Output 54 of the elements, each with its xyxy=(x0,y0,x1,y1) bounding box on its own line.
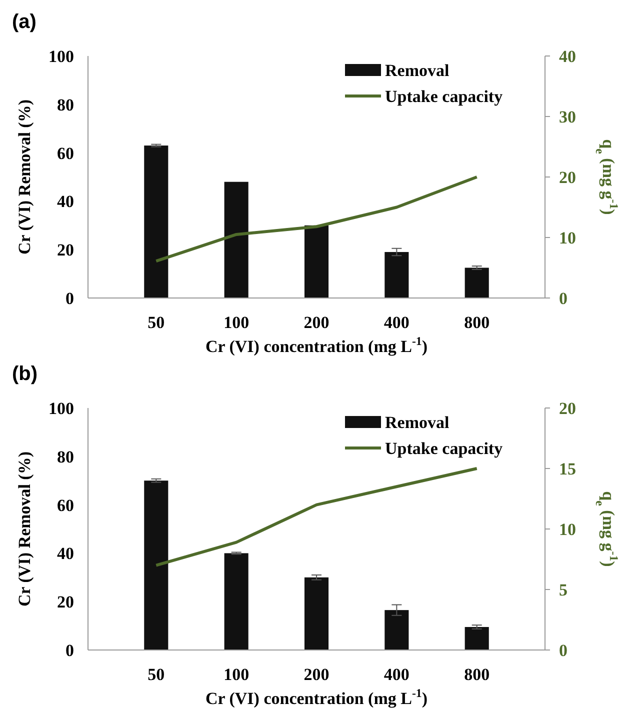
y2-tick-label: 0 xyxy=(559,640,568,660)
y2-tick-label: 15 xyxy=(559,459,576,478)
line-series xyxy=(154,467,478,567)
line-series xyxy=(154,176,478,263)
bar xyxy=(464,627,489,650)
y-tick-label: 40 xyxy=(57,544,74,564)
legend-label: Removal xyxy=(385,60,450,80)
x-tick-label: 50 xyxy=(148,665,165,684)
y2-tick-label: 10 xyxy=(559,520,576,539)
y-tick-label: 60 xyxy=(57,496,74,515)
bar xyxy=(384,252,409,298)
y-tick-label: 20 xyxy=(57,240,74,260)
y-tick-label: 80 xyxy=(57,95,74,114)
x-tick-label: 400 xyxy=(384,313,410,332)
y-axis-title: Cr (VI) Removal (%) xyxy=(15,451,34,607)
y-tick-label: 100 xyxy=(48,398,74,418)
x-tick-label: 800 xyxy=(464,665,490,684)
y-tick-label: 0 xyxy=(66,640,74,660)
y2-tick-label: 5 xyxy=(559,580,568,600)
bar xyxy=(224,182,248,298)
y2-tick-label: 20 xyxy=(559,398,576,418)
y2-tick-label: 10 xyxy=(559,228,576,248)
x-tick-label: 100 xyxy=(224,665,250,684)
chart-title: (b) xyxy=(12,363,38,385)
y-tick-label: 20 xyxy=(57,592,74,612)
chart-title: (a) xyxy=(12,11,36,33)
x-axis-title: Cr (VI) concentration (mg L$^{-1}$) xyxy=(205,686,428,708)
bar xyxy=(304,577,329,650)
x-tick-label: 400 xyxy=(384,665,410,684)
y-tick-label: 100 xyxy=(48,46,74,66)
x-tick-label: 200 xyxy=(304,313,330,332)
bar xyxy=(144,146,168,298)
y-axis-title: Cr (VI) Removal (%) xyxy=(15,99,34,255)
bar xyxy=(144,480,168,650)
x-tick-label: 800 xyxy=(464,313,490,332)
x-tick-label: 100 xyxy=(224,313,250,332)
y-tick-label: 80 xyxy=(57,447,74,466)
x-axis-title: Cr (VI) concentration (mg L$^{-1}$) xyxy=(205,334,428,356)
legend-label: Uptake capacity xyxy=(385,438,504,458)
bar xyxy=(464,268,489,298)
x-tick-label: 50 xyxy=(148,313,165,332)
bar xyxy=(304,225,329,298)
legend-label: Uptake capacity xyxy=(385,86,504,106)
y-tick-label: 0 xyxy=(66,288,74,308)
y-tick-label: 60 xyxy=(57,144,74,163)
bar xyxy=(384,610,409,650)
y2-tick-label: 30 xyxy=(559,107,576,126)
y2-tick-label: 0 xyxy=(559,288,568,308)
y2-tick-label: 40 xyxy=(559,46,576,66)
bar xyxy=(224,553,248,650)
y-tick-label: 40 xyxy=(57,192,74,212)
y2-tick-label: 20 xyxy=(559,168,576,187)
x-tick-label: 200 xyxy=(304,665,330,684)
legend-label: Removal xyxy=(385,412,450,432)
